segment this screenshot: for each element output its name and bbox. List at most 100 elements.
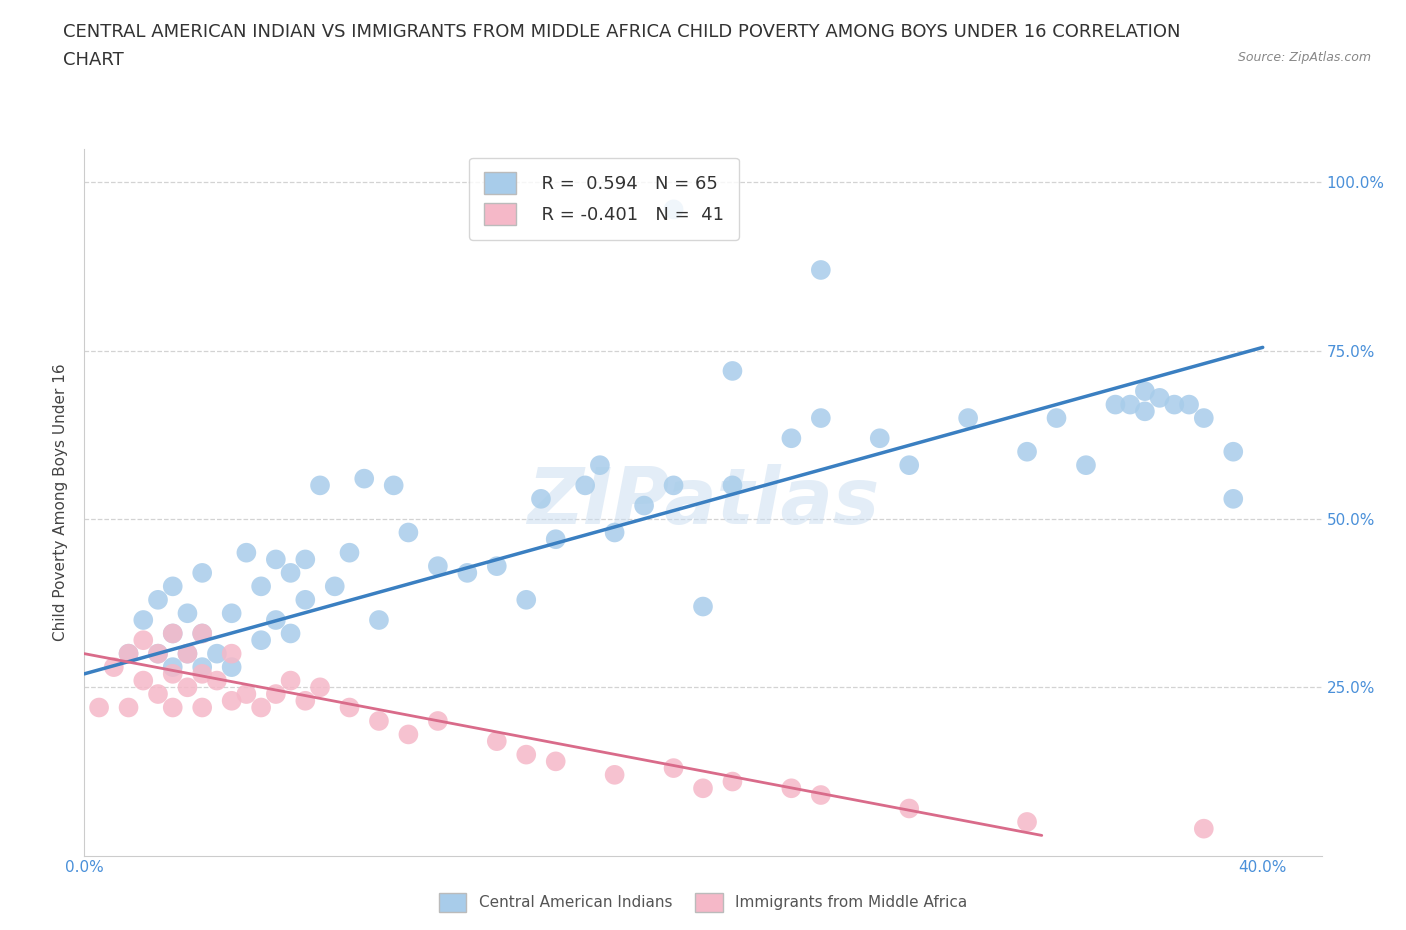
Point [221,605,243,620]
Point [280,673,302,688]
Point [368,713,391,728]
Point [132,613,155,628]
Point [191,626,214,641]
Point [692,781,714,796]
Point [309,680,332,695]
Legend: Central American Indians, Immigrants from Middle Africa: Central American Indians, Immigrants fro… [433,887,973,918]
Point [485,734,508,749]
Point [780,781,803,796]
Point [176,646,198,661]
Point [221,659,243,674]
Point [294,552,316,567]
Point [603,767,626,782]
Point [692,599,714,614]
Point [810,788,832,803]
Point [205,646,228,661]
Point [1015,815,1038,830]
Point [146,686,169,701]
Point [280,565,302,580]
Legend:   R =  0.594   N = 65,   R = -0.401   N =  41: R = 0.594 N = 65, R = -0.401 N = 41 [470,158,740,240]
Point [191,700,214,715]
Point [146,646,169,661]
Point [103,659,125,674]
Point [146,646,169,661]
Point [250,578,273,593]
Point [1178,397,1201,412]
Point [117,700,139,715]
Point [294,694,316,709]
Text: CHART: CHART [63,51,124,69]
Point [396,727,419,742]
Point [1045,411,1067,426]
Point [221,646,243,661]
Point [426,559,449,574]
Point [323,578,346,593]
Point [205,673,228,688]
Point [1222,491,1244,506]
Point [250,700,273,715]
Point [264,613,287,628]
Y-axis label: Child Poverty Among Boys Under 16: Child Poverty Among Boys Under 16 [53,364,69,641]
Point [1133,384,1156,399]
Point [721,364,744,379]
Point [1015,445,1038,459]
Point [898,458,921,472]
Point [176,680,198,695]
Point [176,605,198,620]
Point [1104,397,1126,412]
Point [662,478,685,493]
Point [162,626,184,641]
Point [264,686,287,701]
Point [544,532,567,547]
Point [235,686,257,701]
Point [780,431,803,445]
Point [162,659,184,674]
Point [515,747,537,762]
Point [589,458,612,472]
Point [235,545,257,560]
Point [87,700,110,715]
Point [515,592,537,607]
Point [574,478,596,493]
Point [1163,397,1185,412]
Point [368,613,391,628]
Point [396,525,419,540]
Point [1192,411,1215,426]
Text: CENTRAL AMERICAN INDIAN VS IMMIGRANTS FROM MIDDLE AFRICA CHILD POVERTY AMONG BOY: CENTRAL AMERICAN INDIAN VS IMMIGRANTS FR… [63,23,1181,41]
Point [426,713,449,728]
Point [662,761,685,776]
Point [456,565,478,580]
Text: Source: ZipAtlas.com: Source: ZipAtlas.com [1237,51,1371,64]
Point [898,801,921,816]
Point [353,472,375,486]
Point [132,673,155,688]
Point [662,202,685,217]
Point [221,694,243,709]
Point [810,411,832,426]
Text: ZIPatlas: ZIPatlas [527,464,879,540]
Point [544,754,567,769]
Point [1192,821,1215,836]
Point [603,525,626,540]
Point [530,491,553,506]
Point [1133,404,1156,418]
Point [1074,458,1097,472]
Point [280,626,302,641]
Point [162,700,184,715]
Point [1119,397,1142,412]
Point [382,478,405,493]
Point [633,498,655,513]
Point [339,545,361,560]
Point [485,559,508,574]
Point [294,592,316,607]
Point [191,659,214,674]
Point [721,478,744,493]
Point [162,626,184,641]
Point [146,592,169,607]
Point [162,578,184,593]
Point [132,632,155,647]
Point [1222,445,1244,459]
Point [250,632,273,647]
Point [176,646,198,661]
Point [117,646,139,661]
